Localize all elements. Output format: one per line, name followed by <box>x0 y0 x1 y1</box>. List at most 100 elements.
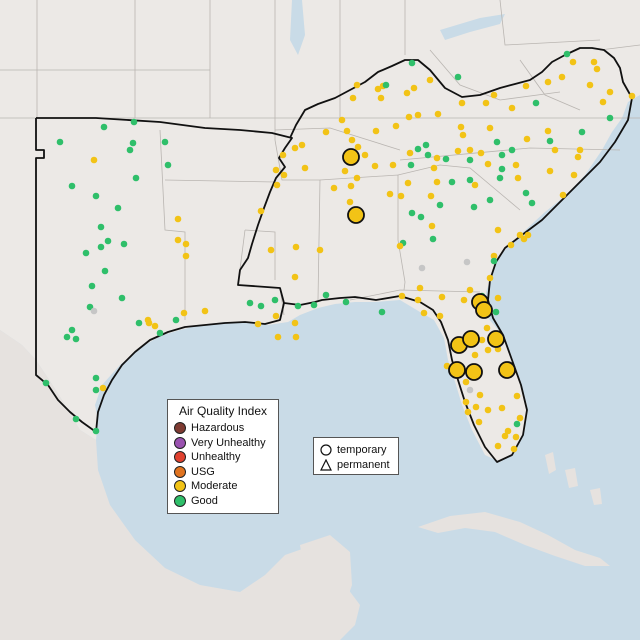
moderate-monitor[interactable] <box>280 171 288 179</box>
moderate-monitor[interactable] <box>392 122 400 130</box>
good-monitor[interactable] <box>118 294 126 302</box>
moderate-monitor-temporary[interactable] <box>462 330 480 348</box>
moderate-monitor[interactable] <box>174 236 182 244</box>
moderate-monitor[interactable] <box>372 127 380 135</box>
moderate-monitor[interactable] <box>514 174 522 182</box>
moderate-monitor[interactable] <box>322 128 330 136</box>
good-monitor[interactable] <box>97 223 105 231</box>
moderate-monitor[interactable] <box>504 427 512 435</box>
moderate-monitor[interactable] <box>546 167 554 175</box>
moderate-monitor[interactable] <box>361 151 369 159</box>
moderate-monitor[interactable] <box>510 445 518 453</box>
moderate-monitor[interactable] <box>593 65 601 73</box>
moderate-monitor[interactable] <box>606 88 614 96</box>
moderate-monitor[interactable] <box>466 286 474 294</box>
moderate-monitor[interactable] <box>498 404 506 412</box>
moderate-monitor[interactable] <box>414 296 422 304</box>
moderate-monitor[interactable] <box>330 184 338 192</box>
good-monitor[interactable] <box>104 237 112 245</box>
moderate-monitor[interactable] <box>569 58 577 66</box>
moderate-monitor-temporary[interactable] <box>498 361 516 379</box>
moderate-monitor[interactable] <box>428 222 436 230</box>
good-monitor[interactable] <box>56 138 64 146</box>
moderate-monitor[interactable] <box>406 149 414 157</box>
moderate-monitor[interactable] <box>523 135 531 143</box>
good-monitor[interactable] <box>246 299 254 307</box>
moderate-monitor[interactable] <box>403 89 411 97</box>
moderate-monitor[interactable] <box>476 391 484 399</box>
moderate-monitor[interactable] <box>347 182 355 190</box>
good-monitor[interactable] <box>466 176 474 184</box>
moderate-monitor[interactable] <box>398 292 406 300</box>
good-monitor[interactable] <box>493 138 501 146</box>
no-data-monitor[interactable] <box>90 307 98 315</box>
moderate-monitor[interactable] <box>272 166 280 174</box>
good-monitor[interactable] <box>522 189 530 197</box>
moderate-monitor[interactable] <box>292 333 300 341</box>
moderate-monitor[interactable] <box>151 322 159 330</box>
moderate-monitor[interactable] <box>291 319 299 327</box>
moderate-monitor[interactable] <box>396 242 404 250</box>
good-monitor[interactable] <box>546 137 554 145</box>
moderate-monitor[interactable] <box>466 146 474 154</box>
good-monitor[interactable] <box>498 151 506 159</box>
moderate-monitor[interactable] <box>457 123 465 131</box>
moderate-monitor[interactable] <box>201 307 209 315</box>
good-monitor[interactable] <box>161 138 169 146</box>
moderate-monitor[interactable] <box>490 91 498 99</box>
moderate-monitor[interactable] <box>291 144 299 152</box>
moderate-monitor[interactable] <box>354 143 362 151</box>
moderate-monitor[interactable] <box>516 231 524 239</box>
good-monitor[interactable] <box>294 302 302 310</box>
moderate-monitor[interactable] <box>576 146 584 154</box>
moderate-monitor[interactable] <box>472 403 480 411</box>
moderate-monitor[interactable] <box>494 294 502 302</box>
moderate-monitor[interactable] <box>512 433 520 441</box>
good-monitor[interactable] <box>448 178 456 186</box>
moderate-monitor[interactable] <box>182 240 190 248</box>
moderate-monitor[interactable] <box>501 432 509 440</box>
moderate-monitor[interactable] <box>371 162 379 170</box>
good-monitor[interactable] <box>92 427 100 435</box>
good-monitor[interactable] <box>42 379 50 387</box>
good-monitor[interactable] <box>442 155 450 163</box>
moderate-monitor[interactable] <box>486 124 494 132</box>
moderate-monitor[interactable] <box>558 73 566 81</box>
good-monitor[interactable] <box>532 99 540 107</box>
good-monitor[interactable] <box>424 151 432 159</box>
moderate-monitor[interactable] <box>180 309 188 317</box>
moderate-monitor-temporary[interactable] <box>475 301 493 319</box>
good-monitor[interactable] <box>257 302 265 310</box>
good-monitor[interactable] <box>528 199 536 207</box>
moderate-monitor-temporary[interactable] <box>448 361 466 379</box>
good-monitor[interactable] <box>466 156 474 164</box>
moderate-monitor[interactable] <box>426 76 434 84</box>
good-monitor[interactable] <box>408 59 416 67</box>
good-monitor[interactable] <box>417 213 425 221</box>
moderate-monitor[interactable] <box>459 131 467 139</box>
good-monitor[interactable] <box>271 296 279 304</box>
moderate-monitor[interactable] <box>338 116 346 124</box>
moderate-monitor[interactable] <box>414 111 422 119</box>
moderate-monitor[interactable] <box>513 392 521 400</box>
moderate-monitor[interactable] <box>475 418 483 426</box>
good-monitor[interactable] <box>407 161 415 169</box>
moderate-monitor[interactable] <box>404 179 412 187</box>
moderate-monitor-temporary[interactable] <box>465 363 483 381</box>
moderate-monitor[interactable] <box>454 147 462 155</box>
moderate-monitor[interactable] <box>430 164 438 172</box>
moderate-monitor[interactable] <box>389 161 397 169</box>
good-monitor[interactable] <box>429 235 437 243</box>
good-monitor[interactable] <box>101 267 109 275</box>
moderate-monitor[interactable] <box>410 84 418 92</box>
good-monitor[interactable] <box>72 415 80 423</box>
good-monitor[interactable] <box>63 333 71 341</box>
good-monitor[interactable] <box>156 329 164 337</box>
good-monitor[interactable] <box>513 420 521 428</box>
moderate-monitor[interactable] <box>524 231 532 239</box>
good-monitor[interactable] <box>436 201 444 209</box>
moderate-monitor[interactable] <box>559 191 567 199</box>
moderate-monitor[interactable] <box>438 293 446 301</box>
no-data-monitor[interactable] <box>418 264 426 272</box>
good-monitor[interactable] <box>606 114 614 122</box>
